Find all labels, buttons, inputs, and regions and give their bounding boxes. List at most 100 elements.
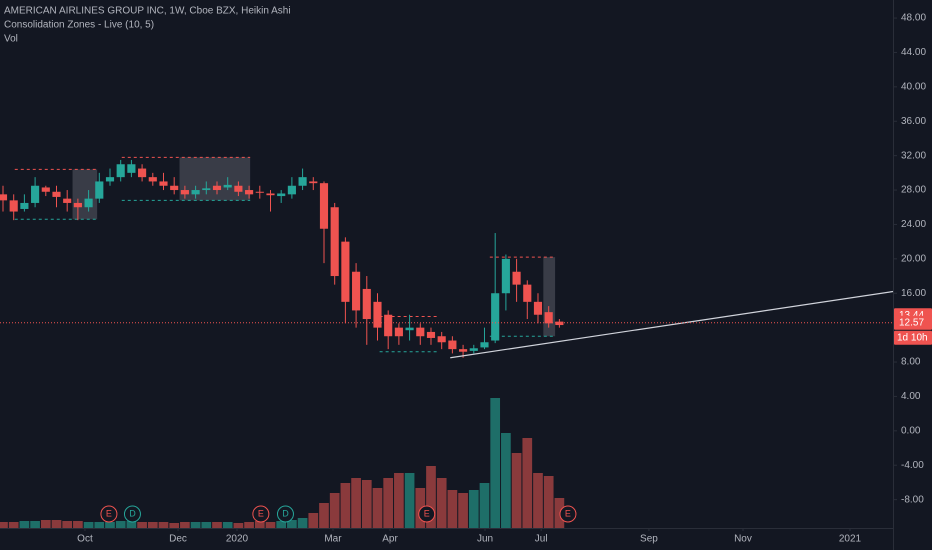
event-label: E — [106, 508, 112, 518]
candle-body — [544, 312, 553, 324]
y-tick-label: 28.00 — [901, 185, 926, 196]
candle-body — [159, 181, 168, 186]
candle-body — [84, 198, 93, 208]
candle-body — [330, 207, 339, 277]
volume-bar — [40, 520, 51, 528]
volume-bar — [458, 493, 468, 528]
trend-line — [450, 290, 894, 359]
y-tick-label: 4.00 — [901, 391, 921, 402]
volume-bar — [415, 488, 426, 528]
candle-body — [448, 340, 457, 350]
volume-bar — [554, 498, 565, 528]
volume-bar — [8, 522, 19, 528]
event-circle — [123, 505, 141, 523]
candle-body — [170, 185, 179, 191]
event-label: D — [282, 508, 289, 518]
event-marker[interactable]: D — [123, 505, 141, 523]
y-tick-label: 40.00 — [901, 81, 926, 92]
event-marker[interactable]: E — [252, 505, 270, 523]
candle-body — [148, 177, 157, 182]
volume-bar — [308, 513, 319, 528]
candle-body — [255, 191, 264, 193]
x-tick-label: Dec — [169, 534, 187, 545]
candle-body — [9, 200, 18, 212]
volume-bar — [404, 473, 415, 528]
event-marker[interactable]: E — [100, 505, 118, 523]
candle-body — [384, 314, 393, 337]
candle-body — [480, 342, 489, 348]
candle-body — [277, 193, 286, 197]
volume-bar — [126, 521, 137, 528]
candle-body — [138, 168, 147, 178]
candle-body — [512, 271, 521, 285]
candle-body — [555, 321, 564, 326]
event-circle — [559, 505, 577, 523]
y-tick-label: 0.00 — [901, 425, 921, 436]
volume-bar — [51, 520, 62, 528]
volume-bar — [212, 522, 222, 528]
volume-bar — [372, 488, 383, 528]
volume-bar — [222, 522, 233, 528]
event-marker[interactable]: D — [276, 505, 294, 523]
volume-bar — [158, 522, 169, 528]
event-marker[interactable]: E — [559, 505, 577, 523]
candle-body — [405, 327, 414, 331]
chart-title: AMERICAN AIRLINES GROUP INC, 1W, Cboe BZ… — [4, 6, 291, 17]
candle-body — [41, 187, 50, 192]
indicator-label[interactable]: Consolidation Zones - Live (10, 5) — [4, 20, 154, 31]
candle-body — [52, 191, 61, 197]
zone-shade — [72, 169, 98, 220]
candle-body — [523, 284, 532, 302]
candle-body — [266, 193, 275, 196]
y-tick-label: 8.00 — [901, 357, 921, 368]
x-tick-label: Jun — [477, 534, 493, 545]
y-tick-label: 36.00 — [901, 116, 926, 127]
x-tick-label: 2021 — [839, 534, 862, 545]
event-circle — [418, 505, 436, 523]
volume-bar — [447, 490, 458, 528]
price-label: 12.57 — [899, 317, 924, 328]
y-tick-label: -4.00 — [901, 460, 924, 471]
event-circle — [252, 505, 270, 523]
event-marker[interactable]: E — [418, 505, 436, 523]
price-label-box — [894, 315, 932, 330]
candle-body — [234, 185, 243, 192]
event-circle — [276, 505, 294, 523]
price-label: 13.44 — [899, 310, 924, 321]
candle-body — [469, 348, 478, 351]
volume-bar — [137, 522, 147, 528]
y-tick-label: -8.00 — [901, 494, 924, 505]
candle-body — [31, 185, 40, 203]
volume-bar — [361, 480, 372, 528]
volume-bar — [147, 522, 158, 528]
volume-bar — [105, 522, 115, 528]
candle-body — [426, 331, 436, 338]
event-circle — [100, 505, 118, 523]
volume-bar — [533, 473, 543, 528]
x-tick-label: Apr — [382, 534, 398, 545]
x-tick-label: Sep — [640, 534, 658, 545]
candle-body — [212, 185, 222, 191]
event-label: E — [258, 508, 264, 518]
candle-body — [437, 336, 446, 343]
candle-body — [223, 184, 232, 188]
volume-bar — [436, 478, 447, 528]
candle-body — [459, 349, 468, 352]
candle-body — [319, 183, 329, 229]
candle-body — [20, 202, 29, 209]
candle-body — [180, 190, 189, 195]
y-tick-label: 20.00 — [901, 253, 926, 264]
zone-shade — [543, 257, 556, 337]
volume-bar — [522, 438, 533, 528]
volume-bar — [201, 522, 212, 528]
candle-body — [116, 164, 125, 178]
volume-bar — [62, 521, 73, 528]
volume-bar — [287, 520, 297, 528]
volume-bar — [180, 522, 190, 528]
candle-body — [63, 198, 72, 203]
volume-bar — [73, 521, 83, 528]
y-tick-label: 32.00 — [901, 150, 926, 161]
volume-bar — [468, 490, 479, 528]
indicator-label[interactable]: Vol — [4, 34, 18, 45]
